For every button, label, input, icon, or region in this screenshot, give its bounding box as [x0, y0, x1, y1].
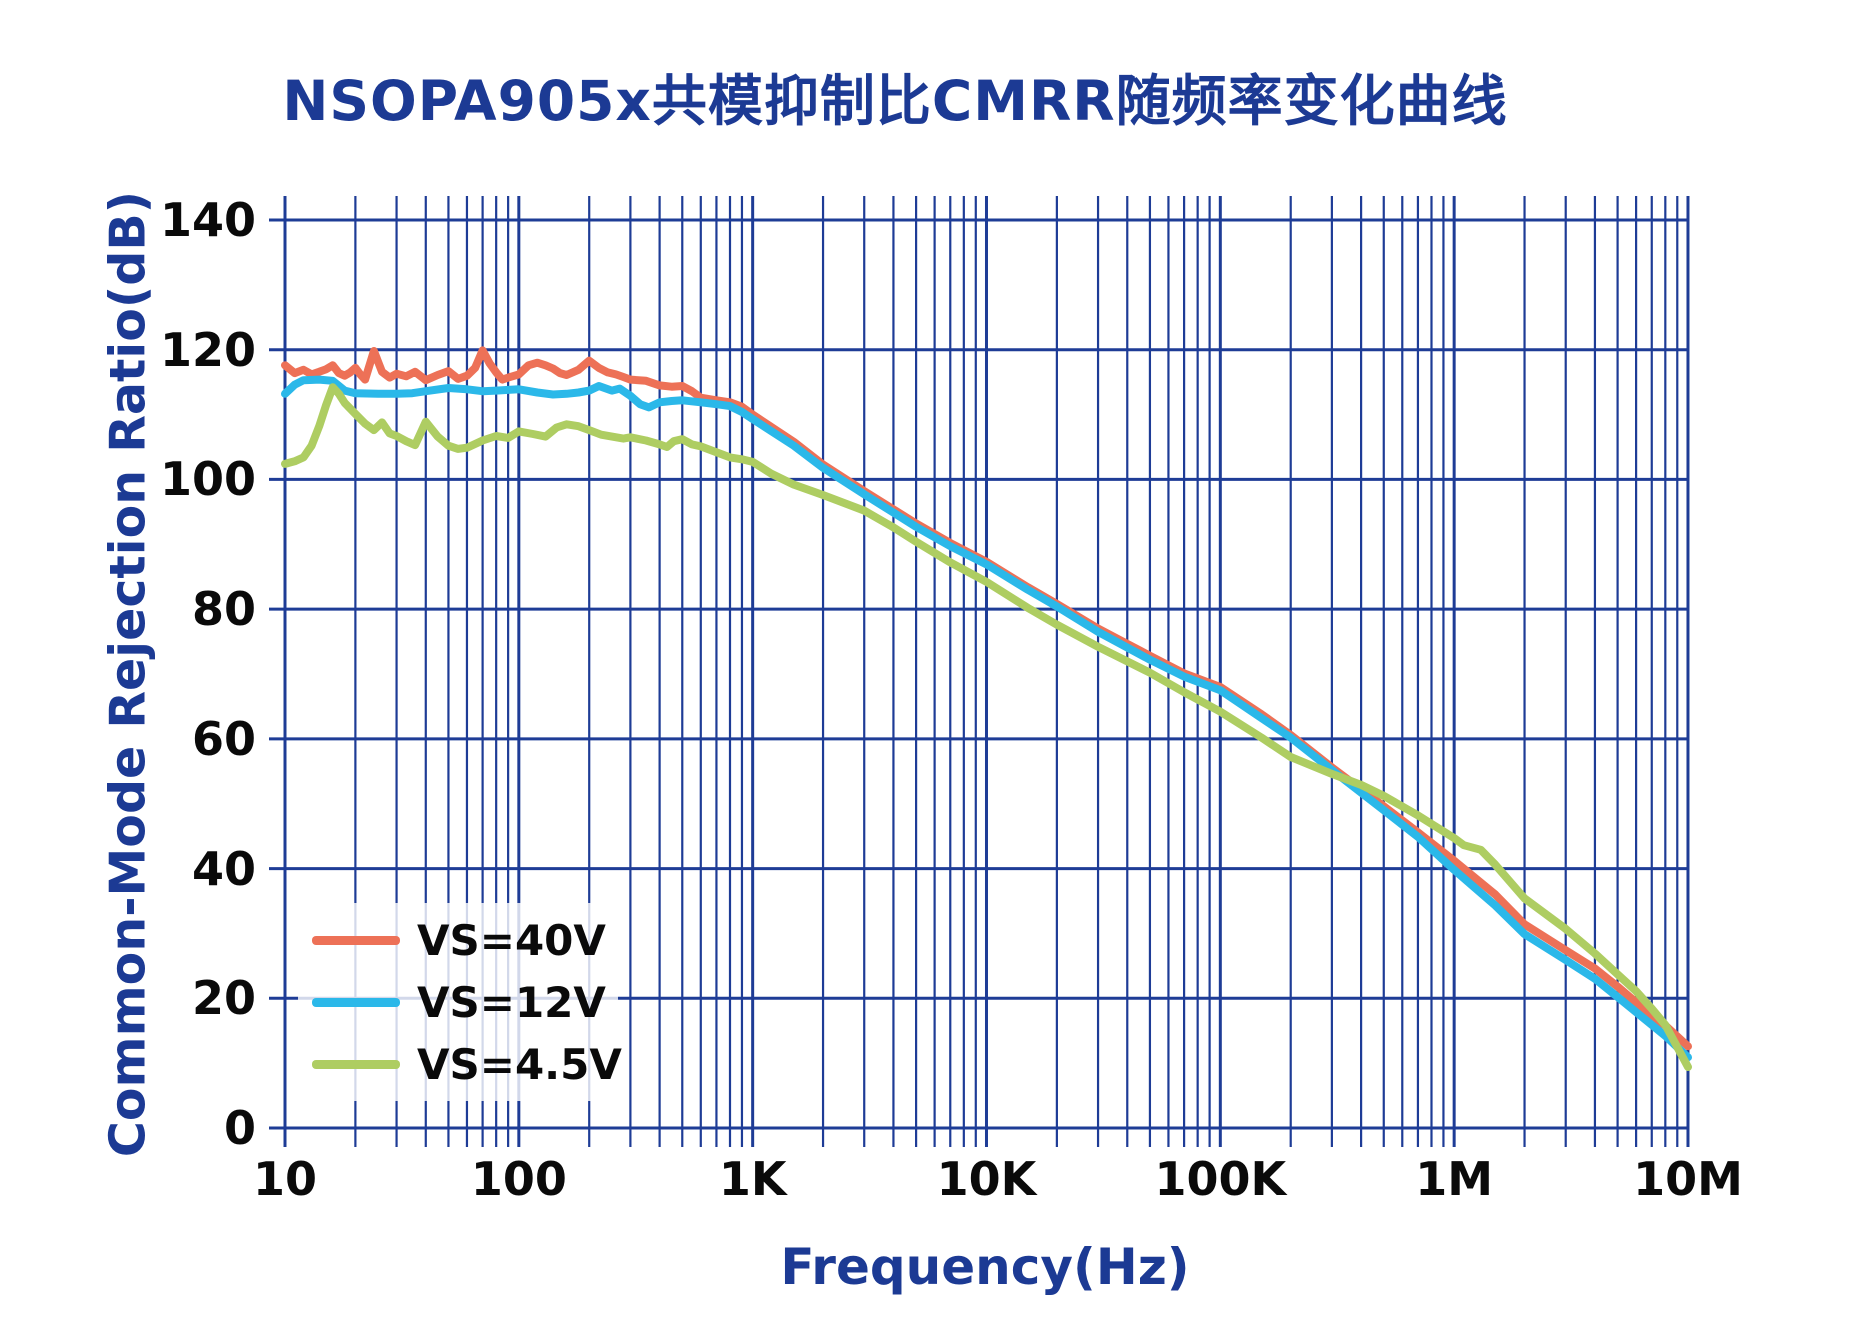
- y-tick-label-120: 120: [159, 322, 256, 377]
- curve-vs12v: [281, 375, 1692, 1062]
- legend-swatch-vs40v: [312, 935, 400, 945]
- legend-swatch-vs12v: [312, 997, 400, 1007]
- y-tick-label-80: 80: [191, 582, 256, 637]
- x-tick-label-10M: 10M: [1633, 1152, 1743, 1206]
- y-tick-label-60: 60: [191, 711, 256, 766]
- curve-vs45v: [281, 383, 1692, 1071]
- legend-label-vs40v: VS=40V: [417, 915, 606, 965]
- legend-item-vs12v: VS=12V: [298, 971, 618, 1033]
- legend: VS=40V VS=12V VS=4.5V: [298, 903, 622, 1101]
- x-tick-label-1M: 1M: [1415, 1152, 1494, 1206]
- x-tick-label-100: 100: [470, 1152, 567, 1206]
- y-axis-title: Common-Mode Rejection Ratio(dB): [99, 190, 157, 1158]
- x-tick-label-10: 10: [252, 1152, 318, 1206]
- x-tick-label-100K: 100K: [1154, 1152, 1287, 1206]
- legend-item-vs45v: VS=4.5V: [298, 1033, 622, 1095]
- series-curves: [281, 346, 1692, 1071]
- legend-swatch-vs45v: [312, 1059, 400, 1069]
- y-tick-label-140: 140: [159, 193, 256, 247]
- x-axis-title: Frequency(Hz): [780, 1238, 1190, 1296]
- x-tick-label-10K: 10K: [936, 1152, 1037, 1206]
- y-tick-label-0: 0: [223, 1101, 256, 1155]
- x-tick-label-1K: 1K: [718, 1152, 787, 1206]
- y-tick-label-20: 20: [191, 971, 256, 1026]
- y-tick-label-100: 100: [159, 452, 256, 507]
- legend-label-vs12v: VS=12V: [417, 977, 606, 1027]
- legend-label-vs45v: VS=4.5V: [417, 1039, 622, 1089]
- y-tick-label-40: 40: [191, 841, 256, 896]
- chart-title: NSOPA905x共模抑制比CMRR随频率变化曲线: [282, 69, 1508, 133]
- legend-item-vs40v: VS=40V: [298, 909, 618, 971]
